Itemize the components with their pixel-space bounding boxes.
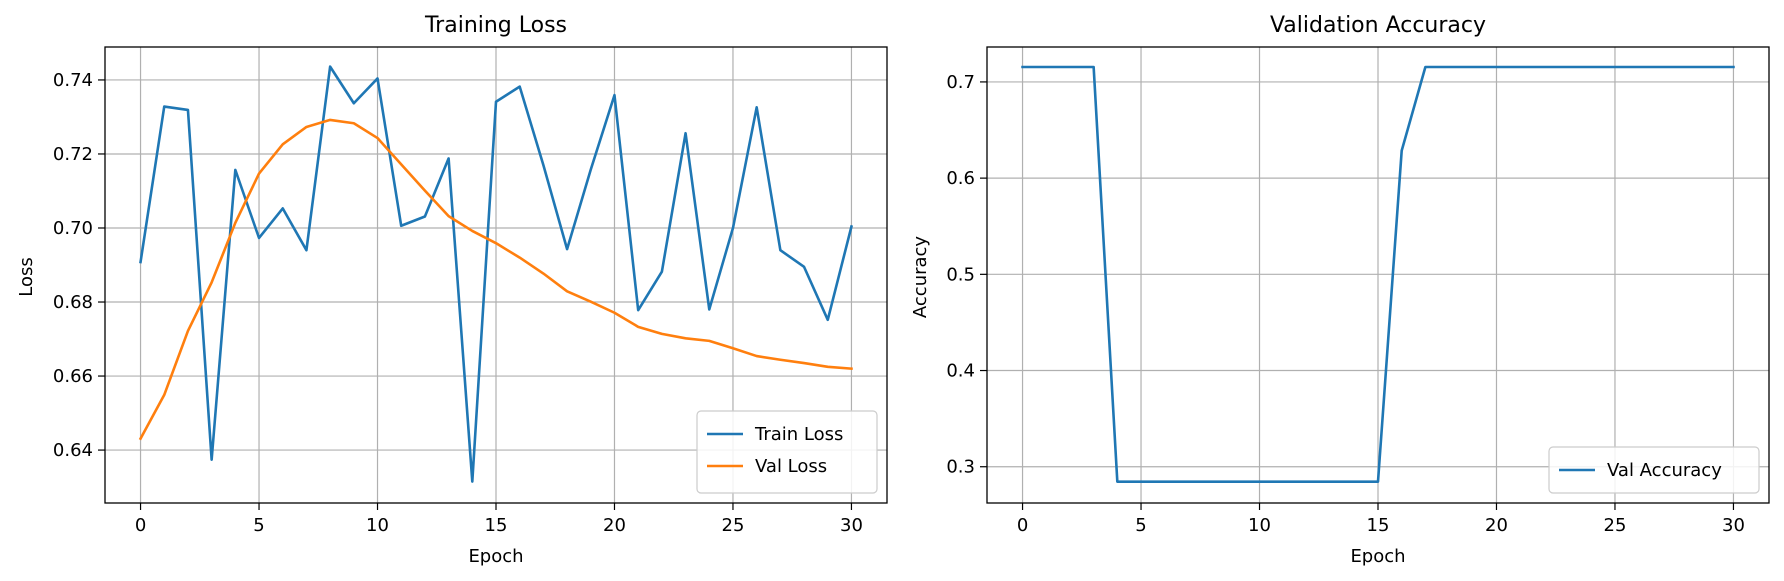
training-loss-y-tick-label: 0.68: [53, 292, 93, 313]
validation-accuracy-panel: Validation Accuracy Epoch Accuracy 0 5 10 1…: [910, 13, 1770, 567]
training-loss-grid: [105, 47, 887, 503]
validation-accuracy-x-tick-label: 20: [1485, 515, 1508, 536]
training-loss-series: [138, 65, 854, 483]
training-loss-y-tick-label: 0.70: [53, 218, 93, 239]
train-loss-legend-label: Train Loss: [754, 424, 843, 445]
validation-accuracy-y-tick-label: 0.3: [946, 457, 975, 478]
validation-accuracy-ticks: 0 5 10 15 20 25 30 0.3 0.4 0.5 0.6 0.7: [946, 72, 1745, 536]
train-loss-line: [139, 65, 854, 483]
validation-accuracy-y-tick-label: 0.4: [946, 361, 975, 382]
training-loss-y-tick-label: 0.74: [53, 70, 93, 91]
training-loss-legend-box: [696, 410, 878, 494]
validation-accuracy-ylabel: Accuracy: [910, 236, 931, 319]
validation-accuracy-legend: Val Accuracy: [1548, 446, 1760, 494]
training-loss-x-tick-label: 5: [253, 515, 264, 536]
training-loss-ylabel: Loss: [16, 257, 37, 296]
training-loss-x-tick-label: 10: [366, 515, 389, 536]
training-loss-y-tick-label: 0.66: [53, 366, 93, 387]
val-loss-line: [138, 118, 853, 441]
validation-accuracy-y-tick-label: 0.7: [946, 72, 975, 93]
training-loss-x-tick-label: 0: [135, 515, 146, 536]
training-loss-x-tick-label: 15: [485, 515, 508, 536]
training-loss-y-tick-label: 0.64: [53, 440, 93, 461]
validation-accuracy-x-tick-label: 5: [1135, 515, 1146, 536]
training-loss-ticks: 0 5 10 15 20 25 30 0.64 0.66 0.68 0.70 0.72 0.74: [53, 70, 863, 536]
validation-accuracy-x-tick-label: 0: [1017, 515, 1028, 536]
val-loss-legend-label: Val Loss: [755, 456, 827, 477]
validation-accuracy-legend-box: [1548, 446, 1760, 494]
training-loss-title: Training Loss: [424, 13, 567, 38]
training-loss-x-tick-label: 30: [840, 515, 863, 536]
validation-accuracy-x-tick-label: 15: [1367, 515, 1390, 536]
validation-accuracy-y-tick-label: 0.5: [946, 264, 975, 285]
training-loss-x-tick-label: 25: [722, 515, 745, 536]
val-accuracy-line: [1021, 65, 1735, 483]
validation-accuracy-series: [1021, 65, 1735, 483]
validation-accuracy-xlabel: Epoch: [1350, 546, 1405, 567]
training-loss-x-tick-label: 20: [603, 515, 626, 536]
validation-accuracy-title: Validation Accuracy: [1270, 13, 1486, 38]
validation-accuracy-plot-frame: [986, 46, 1770, 504]
validation-accuracy-y-tick-label: 0.6: [946, 168, 975, 189]
training-loss-panel: Training Loss Epoch Loss 0 5 10 15 20 25 30 0.6…: [16, 13, 888, 567]
validation-accuracy-x-tick-label: 25: [1604, 515, 1627, 536]
val-accuracy-legend-label: Val Accuracy: [1607, 460, 1722, 481]
training-loss-legend: Train Loss Val Loss: [696, 410, 878, 494]
validation-accuracy-x-tick-label: 10: [1248, 515, 1271, 536]
validation-accuracy-x-tick-label: 30: [1722, 515, 1745, 536]
training-loss-y-tick-label: 0.72: [53, 144, 93, 165]
training-loss-xlabel: Epoch: [468, 546, 523, 567]
training-loss-plot-frame: [104, 46, 888, 504]
